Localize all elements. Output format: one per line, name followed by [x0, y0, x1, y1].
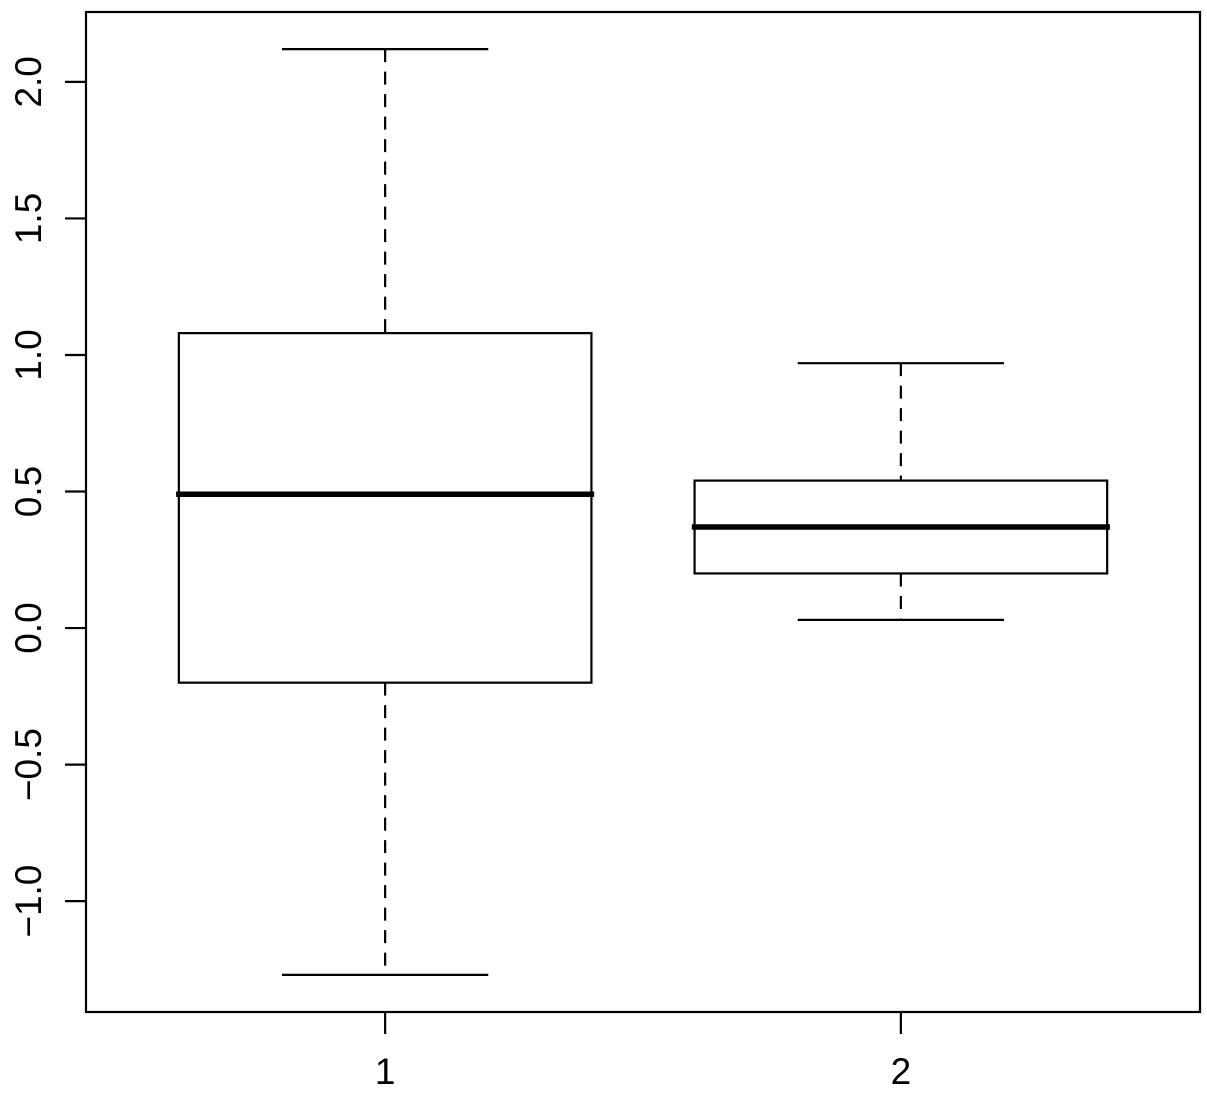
boxplot-series-1 [176, 48, 595, 976]
y-axis-tick-label: −1.0 [8, 865, 49, 938]
y-axis: 2.0 1.5 1.0 0.5 0.0 −0.5 −1.0 [8, 56, 86, 938]
y-axis-tick-label: 2.0 [8, 56, 49, 107]
x-axis-tick-label: 1 [375, 1051, 396, 1092]
y-axis-tick-label: 1.0 [8, 329, 49, 380]
x-axis-tick-label: 2 [891, 1051, 912, 1092]
boxplot-series-2 [691, 362, 1110, 621]
y-axis-tick-label: 0.5 [8, 466, 49, 517]
y-axis-tick-label: 1.5 [8, 193, 49, 244]
iqr-box [177, 332, 593, 684]
plot-border [84, 10, 1202, 1014]
y-axis-tick-label: −0.5 [8, 728, 49, 801]
y-axis-tick-label: 0.0 [8, 602, 49, 653]
